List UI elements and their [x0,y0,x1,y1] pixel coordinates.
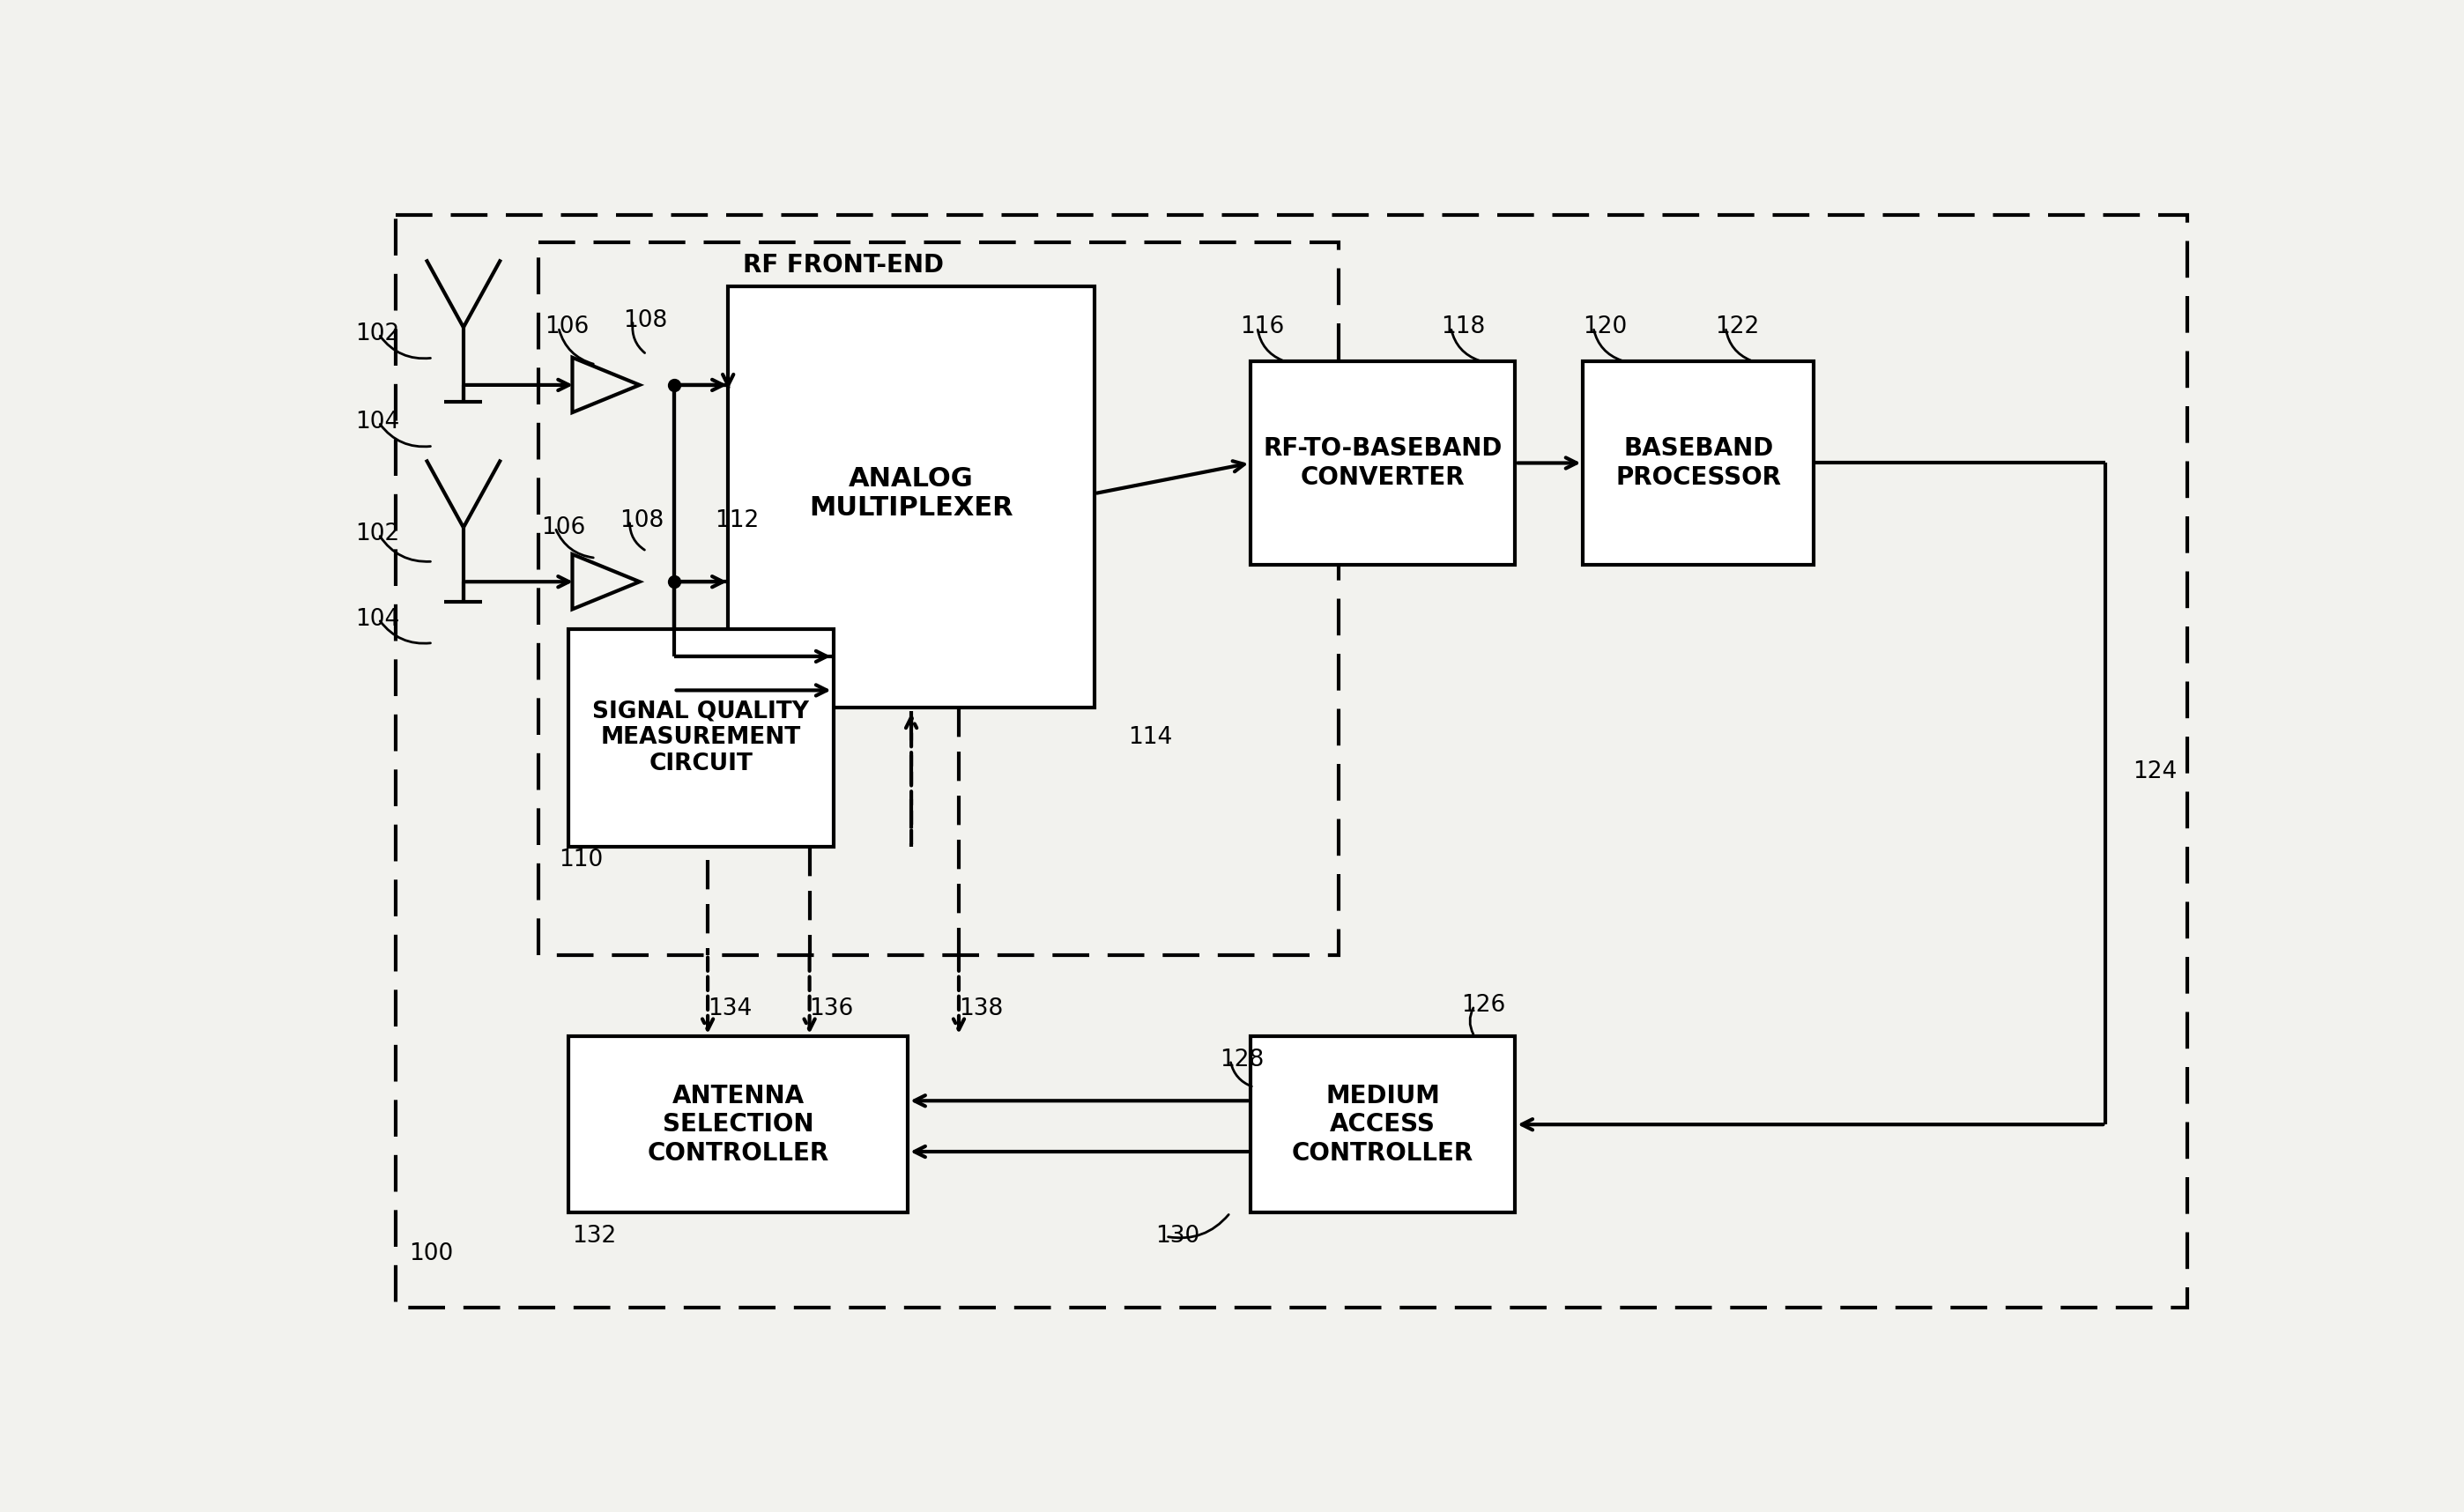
Text: 138: 138 [958,998,1003,1021]
Text: 128: 128 [1220,1049,1264,1072]
Text: 116: 116 [1239,316,1284,339]
Bar [569,629,833,847]
Text: RF FRONT-END: RF FRONT-END [744,253,944,277]
Text: 102: 102 [355,523,399,546]
Bar [537,242,1338,956]
Bar [569,1036,907,1213]
Text: 134: 134 [707,998,752,1021]
Text: 112: 112 [715,510,759,532]
Bar [727,287,1094,708]
Text: 114: 114 [1129,726,1173,750]
Text: 132: 132 [572,1225,616,1247]
Text: 100: 100 [409,1241,453,1266]
Text: 104: 104 [355,608,399,631]
Text: 124: 124 [2134,761,2178,783]
Text: SIGNAL QUALITY
MEASUREMENT
CIRCUIT: SIGNAL QUALITY MEASUREMENT CIRCUIT [591,700,808,776]
Text: 102: 102 [355,322,399,346]
Text: 106: 106 [542,516,586,538]
Bar [1252,361,1515,565]
Text: RF-TO-BASEBAND
CONVERTER: RF-TO-BASEBAND CONVERTER [1264,437,1503,490]
Text: 120: 120 [1582,316,1626,339]
Text: BASEBAND
PROCESSOR: BASEBAND PROCESSOR [1616,437,1781,490]
Text: 136: 136 [811,998,855,1021]
Text: ANTENNA
SELECTION
CONTROLLER: ANTENNA SELECTION CONTROLLER [648,1084,830,1166]
Text: 126: 126 [1461,995,1506,1018]
Text: 118: 118 [1441,316,1486,339]
Text: 104: 104 [355,411,399,434]
Text: 108: 108 [623,308,668,333]
Text: 110: 110 [559,848,604,871]
Text: 122: 122 [1715,316,1759,339]
Text: 130: 130 [1156,1225,1200,1247]
Text: 108: 108 [618,510,663,532]
Text: 106: 106 [545,316,589,339]
Bar [1252,1036,1515,1213]
Bar [1582,361,1814,565]
Text: MEDIUM
ACCESS
CONTROLLER: MEDIUM ACCESS CONTROLLER [1291,1084,1473,1166]
Text: ANALOG
MULTIPLEXER: ANALOG MULTIPLEXER [808,466,1013,522]
